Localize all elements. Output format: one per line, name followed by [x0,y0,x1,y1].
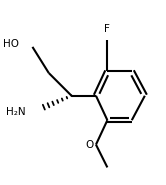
Text: F: F [104,24,110,34]
Text: HO: HO [3,39,19,49]
Text: O: O [85,140,94,150]
Text: H₂N: H₂N [6,107,26,117]
